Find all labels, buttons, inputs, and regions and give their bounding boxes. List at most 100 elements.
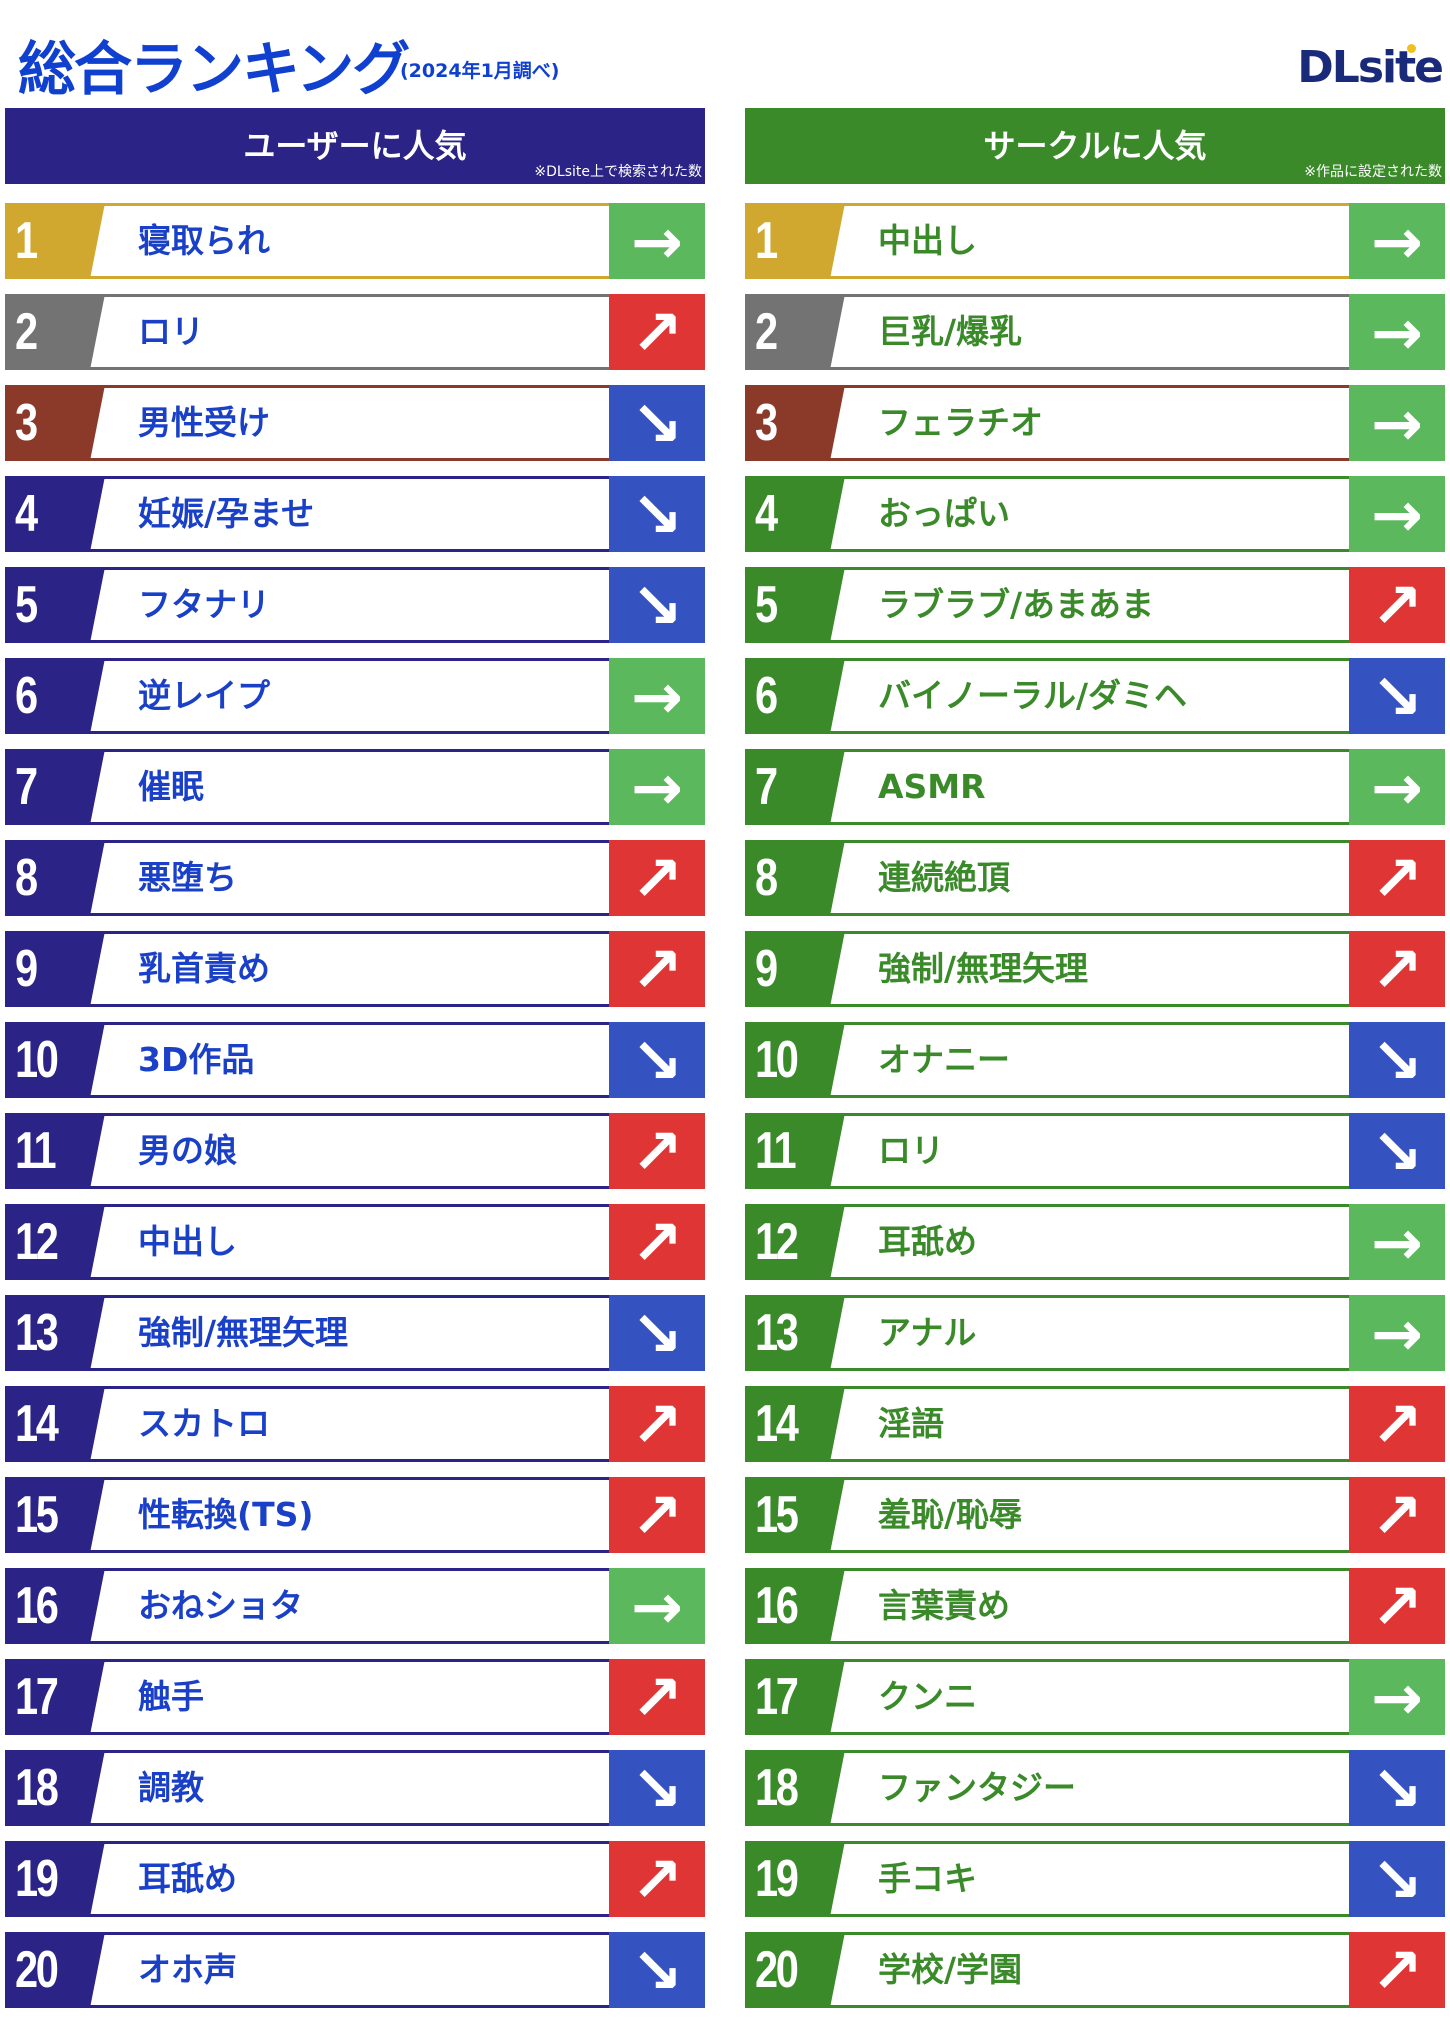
rank-value: 4 bbox=[755, 485, 778, 543]
ranking-row: 19 耳舐め ↗ bbox=[5, 1841, 705, 1917]
tag-label: アナル bbox=[878, 1313, 977, 1352]
rank-value: 2 bbox=[755, 303, 778, 361]
trend-down-arrow-icon: ↘ bbox=[1349, 1750, 1445, 1826]
ranking-row: 16 おねショタ → bbox=[5, 1568, 705, 1644]
rank-number: 20 bbox=[745, 1932, 845, 2008]
trend-down-arrow-icon: ↘ bbox=[1349, 1841, 1445, 1917]
rank-value: 7 bbox=[15, 758, 38, 816]
rank-number: 9 bbox=[5, 931, 105, 1007]
ranking-row: 6 バイノーラル/ダミヘ ↘ bbox=[745, 658, 1445, 734]
rank-value: 14 bbox=[755, 1395, 799, 1453]
tag-label: 耳舐め bbox=[878, 1222, 977, 1261]
ranking-row: 18 ファンタジー ↘ bbox=[745, 1750, 1445, 1826]
rank-number: 18 bbox=[745, 1750, 845, 1826]
rank-number: 14 bbox=[5, 1386, 105, 1462]
rank-number: 4 bbox=[745, 476, 845, 552]
ranking-row: 9 乳首責め ↗ bbox=[5, 931, 705, 1007]
rank-number: 16 bbox=[5, 1568, 105, 1644]
tag-label: ロリ bbox=[138, 312, 204, 351]
rank-value: 4 bbox=[15, 485, 38, 543]
rank-value: 5 bbox=[755, 576, 778, 634]
trend-up-arrow-icon: ↗ bbox=[609, 931, 705, 1007]
tag-label: おねショタ bbox=[138, 1586, 303, 1625]
ranking-row: 13 強制/無理矢理 ↘ bbox=[5, 1295, 705, 1371]
trend-up-arrow-icon: ↗ bbox=[1349, 931, 1445, 1007]
tag-label: 強制/無理矢理 bbox=[878, 949, 1089, 988]
rank-value: 13 bbox=[755, 1304, 799, 1362]
trend-same-arrow-icon: → bbox=[609, 658, 705, 734]
tag-label: オホ声 bbox=[138, 1950, 237, 1989]
rank-value: 3 bbox=[755, 394, 778, 452]
trend-up-arrow-icon: ↗ bbox=[1349, 1568, 1445, 1644]
tag-label: フタナリ bbox=[138, 585, 270, 624]
rank-number: 7 bbox=[745, 749, 845, 825]
circle-header-note: ※作品に設定された数 bbox=[1304, 164, 1442, 180]
rank-number: 13 bbox=[5, 1295, 105, 1371]
ranking-row: 4 おっぱい → bbox=[745, 476, 1445, 552]
ranking-row: 1 寝取られ → bbox=[5, 203, 705, 279]
rank-value: 19 bbox=[755, 1850, 799, 1908]
trend-down-arrow-icon: ↘ bbox=[609, 1932, 705, 2008]
rank-number: 11 bbox=[5, 1113, 105, 1189]
tag-label: クンニ bbox=[878, 1677, 977, 1716]
trend-same-arrow-icon: → bbox=[609, 749, 705, 825]
trend-down-arrow-icon: ↘ bbox=[609, 385, 705, 461]
circle-ranking-list: 1 中出し → 2 巨乳/爆乳 → 3 フェラチオ → 4 おっぱい → 5 ラブラブ/あまあま ↗ 6 バイノ… bbox=[745, 203, 1445, 2008]
ranking-row: 12 耳舐め → bbox=[745, 1204, 1445, 1280]
trend-same-arrow-icon: → bbox=[1349, 749, 1445, 825]
trend-same-arrow-icon: → bbox=[1349, 294, 1445, 370]
trend-up-arrow-icon: ↗ bbox=[609, 1477, 705, 1553]
rank-value: 11 bbox=[755, 1122, 797, 1180]
ranking-row: 3 フェラチオ → bbox=[745, 385, 1445, 461]
rank-number: 18 bbox=[5, 1750, 105, 1826]
tag-label: ファンタジー bbox=[878, 1768, 1076, 1807]
tag-label: 連続絶頂 bbox=[878, 858, 1010, 897]
rank-value: 10 bbox=[755, 1031, 799, 1089]
user-ranking-header: ユーザーに人気 ※DLsite上で検索された数 bbox=[5, 108, 705, 184]
tag-label: 性転換(TS) bbox=[138, 1495, 314, 1534]
rank-value: 5 bbox=[15, 576, 38, 634]
rank-number: 11 bbox=[745, 1113, 845, 1189]
ranking-row: 11 男の娘 ↗ bbox=[5, 1113, 705, 1189]
user-header-note: ※DLsite上で検索された数 bbox=[534, 164, 702, 180]
trend-down-arrow-icon: ↘ bbox=[609, 1295, 705, 1371]
tag-label: 強制/無理矢理 bbox=[138, 1313, 349, 1352]
dlsite-logo: DLsite bbox=[1297, 42, 1444, 93]
trend-up-arrow-icon: ↗ bbox=[609, 1386, 705, 1462]
tag-label: 乳首責め bbox=[138, 949, 270, 988]
tag-label: 耳舐め bbox=[138, 1859, 237, 1898]
ranking-row: 18 調教 ↘ bbox=[5, 1750, 705, 1826]
trend-down-arrow-icon: ↘ bbox=[1349, 658, 1445, 734]
trend-same-arrow-icon: → bbox=[1349, 385, 1445, 461]
trend-up-arrow-icon: ↗ bbox=[1349, 840, 1445, 916]
ranking-row: 15 羞恥/恥辱 ↗ bbox=[745, 1477, 1445, 1553]
tag-label: 羞恥/恥辱 bbox=[878, 1495, 1023, 1534]
tag-label: 逆レイプ bbox=[138, 676, 270, 715]
trend-up-arrow-icon: ↗ bbox=[609, 1841, 705, 1917]
ranking-row: 12 中出し ↗ bbox=[5, 1204, 705, 1280]
trend-up-arrow-icon: ↗ bbox=[1349, 567, 1445, 643]
page-title: 総合ランキング bbox=[18, 35, 410, 103]
rank-number: 14 bbox=[745, 1386, 845, 1462]
tag-label: 巨乳/爆乳 bbox=[878, 312, 1023, 351]
rank-number: 1 bbox=[745, 203, 845, 279]
rank-value: 9 bbox=[15, 940, 38, 998]
rank-number: 6 bbox=[5, 658, 105, 734]
rank-number: 6 bbox=[745, 658, 845, 734]
tag-label: バイノーラル/ダミヘ bbox=[878, 676, 1188, 715]
ranking-row: 4 妊娠/孕ませ ↘ bbox=[5, 476, 705, 552]
tag-label: 妊娠/孕ませ bbox=[138, 494, 315, 533]
rank-number: 7 bbox=[5, 749, 105, 825]
user-header-title: ユーザーに人気 bbox=[243, 127, 467, 165]
rank-number: 17 bbox=[745, 1659, 845, 1735]
tag-label: ASMR bbox=[878, 767, 986, 806]
rank-value: 12 bbox=[755, 1213, 799, 1271]
tag-label: オナニー bbox=[878, 1040, 1010, 1079]
ranking-row: 6 逆レイプ → bbox=[5, 658, 705, 734]
rank-value: 19 bbox=[15, 1850, 59, 1908]
rank-number: 12 bbox=[5, 1204, 105, 1280]
circle-header-title: サークルに人気 bbox=[983, 127, 1207, 165]
rank-value: 1 bbox=[755, 212, 778, 270]
tag-label: 手コキ bbox=[878, 1859, 977, 1898]
ranking-row: 20 オホ声 ↘ bbox=[5, 1932, 705, 2008]
